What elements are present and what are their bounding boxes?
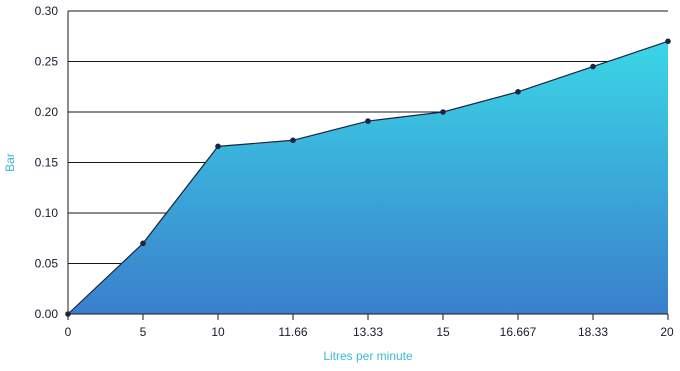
data-point-10	[215, 143, 221, 150]
data-points	[65, 38, 671, 317]
x-tick-label: 18.33	[578, 325, 608, 339]
x-tick-label: 0	[65, 325, 72, 339]
x-tick-label: 10	[211, 325, 225, 339]
y-tick-label: 0.20	[35, 105, 59, 119]
axes	[67, 11, 669, 320]
y-tick-label: 0.00	[35, 307, 59, 321]
data-point-18.33	[590, 63, 596, 70]
data-point-5	[140, 240, 146, 247]
data-point-11.66	[290, 137, 296, 144]
y-tick-label: 0.10	[35, 206, 59, 220]
x-axis-title: Litres per minute	[323, 349, 413, 363]
data-point-0	[65, 311, 71, 317]
x-tick-label: 11.66	[278, 325, 307, 339]
x-tick-label: 5	[140, 325, 147, 339]
y-tick-label: 0.15	[35, 156, 59, 170]
data-point-13.33	[365, 118, 371, 124]
y-tick-label: 0.05	[35, 257, 59, 271]
data-point-15	[440, 109, 446, 115]
y-axis-title: Bar	[3, 153, 17, 172]
y-tick-labels: 0.00 0.05 0.10 0.15 0.20 0.25 0.30	[35, 4, 59, 321]
y-tick-label: 0.25	[35, 55, 59, 69]
area-fill	[68, 41, 668, 315]
x-tick-label: 13.33	[353, 325, 383, 339]
data-point-20	[665, 38, 671, 45]
x-tick-label: 16.667	[500, 325, 537, 339]
x-tick-label: 20	[660, 325, 674, 339]
x-tick-label: 15	[436, 325, 450, 339]
y-tick-label: 0.30	[35, 4, 59, 18]
x-tick-labels: 0 5 10 11.66 13.33 15 16.667 18.33 20	[65, 325, 674, 339]
data-point-16.667	[515, 89, 521, 95]
